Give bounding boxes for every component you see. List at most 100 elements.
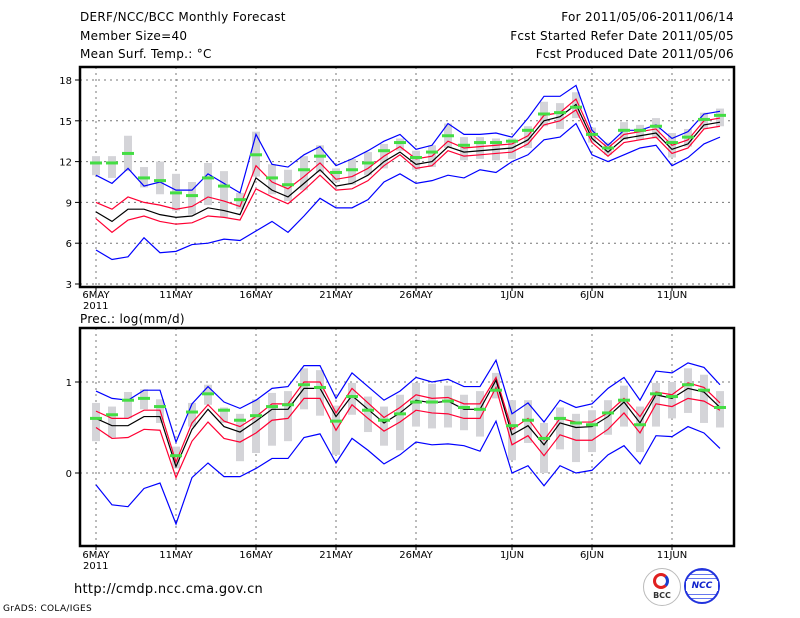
temp-marker	[682, 135, 694, 139]
prec-marker	[474, 407, 486, 411]
prec-marker	[698, 388, 710, 392]
prec-marker	[314, 385, 326, 389]
prec-spread-bar	[636, 406, 644, 453]
temp-marker	[650, 124, 662, 128]
temp-marker	[378, 149, 390, 153]
prec-marker	[570, 421, 582, 425]
prec-marker	[682, 383, 694, 387]
temp-marker	[122, 151, 134, 155]
bottom-panel-title: Prec.: log(mm/d)	[80, 312, 185, 326]
prec-marker	[634, 423, 646, 427]
member-size: Member Size=40	[80, 29, 188, 43]
temp-marker	[170, 191, 182, 195]
temp-marker	[474, 141, 486, 145]
prec-marker	[90, 416, 102, 420]
temp-spread-bar	[524, 126, 532, 148]
temp-line-max	[95, 84, 721, 194]
temp-marker	[218, 184, 230, 188]
prec-spread-bar	[284, 391, 292, 442]
prec-xtick-label: 21MAY	[319, 550, 353, 561]
temp-spread-bar	[348, 158, 356, 185]
forecast-start-date: Fcst Started Refer Date 2011/05/05	[510, 29, 734, 43]
temp-spread-bar	[716, 108, 724, 127]
temp-marker	[410, 156, 422, 160]
temp-marker	[714, 113, 726, 117]
prec-spread-bar	[348, 382, 356, 415]
prec-spread-bar	[716, 391, 724, 428]
prec-marker	[346, 395, 358, 399]
temp-ytick-label: 6	[66, 239, 72, 250]
prec-marker	[106, 413, 118, 417]
forecast-period: For 2011/05/06-2011/06/14	[561, 10, 734, 24]
chart-title: DERF/NCC/BCC Monthly Forecast	[80, 10, 286, 24]
bcc-logo-text: BCC	[653, 591, 671, 600]
temp-spread-bar	[204, 162, 212, 206]
temp-marker	[666, 141, 678, 145]
temp-marker	[346, 168, 358, 172]
temp-marker	[234, 198, 246, 202]
prec-marker	[506, 424, 518, 428]
prec-spread-bar	[236, 413, 244, 462]
prec-marker	[714, 405, 726, 409]
temp-spread-bar	[220, 171, 228, 218]
temp-xtick-label: 11JUN	[657, 290, 687, 301]
prec-year-label: 2011	[83, 561, 108, 572]
prec-marker	[122, 398, 134, 402]
prec-plot-frame	[78, 326, 736, 548]
temp-marker	[618, 128, 630, 132]
prec-xtick-label: 11JUN	[657, 550, 687, 561]
temp-marker	[522, 128, 534, 132]
prec-spread-bar	[252, 399, 260, 453]
temp-xtick-label: 6JUN	[580, 290, 604, 301]
prec-spread-bar	[620, 385, 628, 427]
temp-marker	[90, 161, 102, 165]
prec-spread-bar	[188, 402, 196, 427]
prec-marker	[394, 412, 406, 416]
prec-spread-bar	[588, 410, 596, 453]
prec-marker	[202, 392, 214, 396]
temp-xtick-label: 1JUN	[500, 290, 524, 301]
temp-marker	[538, 112, 550, 116]
temp-spread-bar	[300, 156, 308, 191]
prec-marker	[170, 454, 182, 458]
prec-spread-bar	[684, 368, 692, 413]
temp-line-upper	[95, 98, 721, 210]
prec-xtick-label: 26MAY	[399, 550, 433, 561]
prec-marker	[426, 400, 438, 404]
temp-marker	[554, 111, 566, 115]
temp-spread-bar	[508, 138, 516, 159]
prec-ytick-label: 1	[66, 378, 72, 389]
temp-marker	[138, 176, 150, 180]
temp-marker	[330, 170, 342, 174]
temp-marker	[442, 134, 454, 138]
prec-marker	[186, 410, 198, 414]
prec-spread-bar	[668, 382, 676, 419]
forecast-produced-date: Fcst Produced Date 2011/05/06	[535, 47, 734, 61]
prec-marker	[602, 411, 614, 415]
temp-marker	[362, 161, 374, 165]
temp-spread-bar	[188, 182, 196, 215]
temp-ytick-label: 9	[66, 198, 72, 209]
prec-marker	[666, 395, 678, 399]
prec-line-max	[95, 358, 721, 444]
temp-plot-frame	[78, 65, 736, 289]
temp-marker	[298, 168, 310, 172]
prec-spread-bar	[572, 413, 580, 463]
temp-marker	[602, 146, 614, 150]
temp-marker	[186, 194, 198, 198]
bcc-logo-swirl	[653, 573, 669, 589]
temp-xtick-label: 16MAY	[239, 290, 273, 301]
prec-spread-bar	[700, 374, 708, 423]
temp-marker	[314, 154, 326, 158]
prec-spread-bar	[604, 400, 612, 435]
prec-spread-bar	[316, 370, 324, 416]
temp-ytick-label: 12	[59, 158, 72, 169]
temp-line-lower	[95, 109, 721, 234]
temp-spread-bar	[476, 137, 484, 159]
prec-marker	[378, 418, 390, 422]
temp-spread-bar	[108, 156, 116, 178]
prec-xtick-label: 6MAY	[82, 550, 110, 561]
prec-spread-bar	[124, 392, 132, 419]
temp-marker	[202, 176, 214, 180]
prec-marker	[298, 383, 310, 387]
